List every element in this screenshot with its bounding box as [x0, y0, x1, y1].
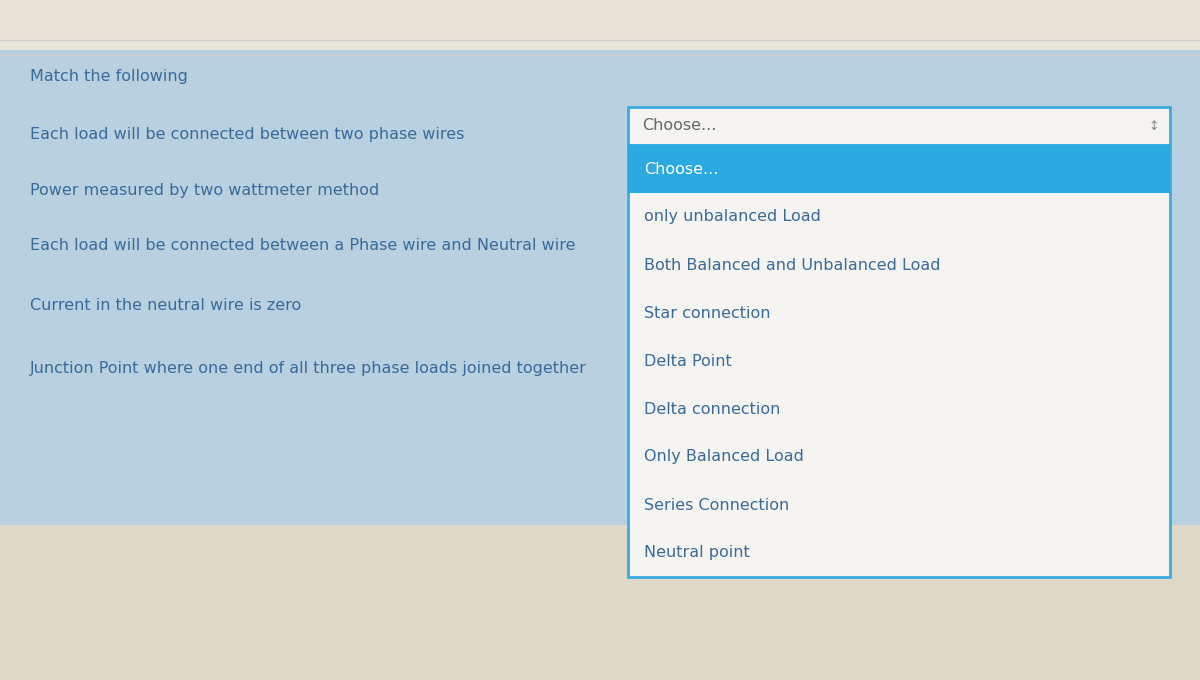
Text: Delta Point: Delta Point [644, 354, 732, 369]
FancyBboxPatch shape [628, 107, 1170, 145]
Text: Each load will be connected between a Phase wire and Neutral wire: Each load will be connected between a Ph… [30, 237, 576, 252]
Text: Choose...: Choose... [644, 162, 719, 177]
Text: Power measured by two wattmeter method: Power measured by two wattmeter method [30, 182, 379, 197]
Text: Neutral point: Neutral point [644, 545, 750, 560]
Text: ↕: ↕ [1148, 120, 1159, 133]
Text: Star connection: Star connection [644, 305, 770, 320]
Text: Choose...: Choose... [642, 118, 716, 133]
Text: Series Connection: Series Connection [644, 498, 790, 513]
Text: Each load will be connected between two phase wires: Each load will be connected between two … [30, 128, 464, 143]
Text: Only Balanced Load: Only Balanced Load [644, 449, 804, 464]
FancyBboxPatch shape [0, 50, 1200, 525]
FancyBboxPatch shape [628, 145, 1170, 577]
Text: Both Balanced and Unbalanced Load: Both Balanced and Unbalanced Load [644, 258, 941, 273]
FancyBboxPatch shape [0, 525, 1200, 680]
Text: Delta connection: Delta connection [644, 401, 780, 416]
Text: only unbalanced Load: only unbalanced Load [644, 209, 821, 224]
Text: Junction Point where one end of all three phase loads joined together: Junction Point where one end of all thre… [30, 360, 587, 375]
FancyBboxPatch shape [0, 0, 1200, 50]
FancyBboxPatch shape [628, 145, 1170, 193]
Text: Match the following: Match the following [30, 69, 188, 84]
Text: Current in the neutral wire is zero: Current in the neutral wire is zero [30, 298, 301, 313]
